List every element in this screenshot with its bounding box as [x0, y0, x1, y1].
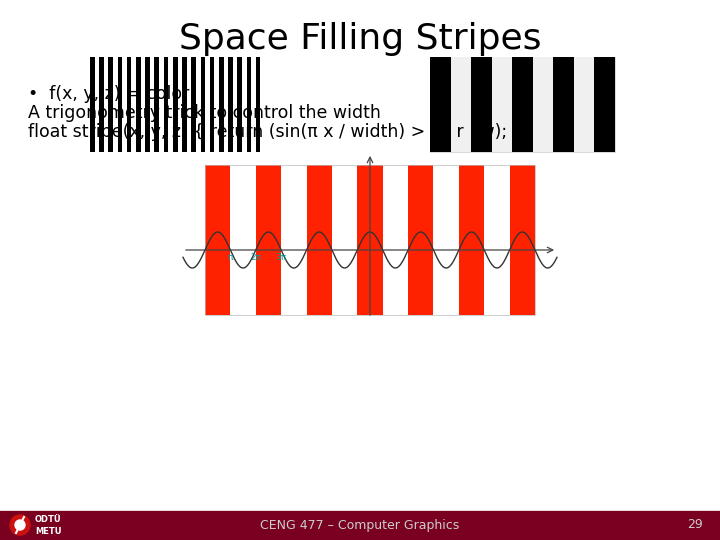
Bar: [168, 57, 173, 152]
Bar: [113, 57, 117, 152]
Bar: [201, 57, 205, 152]
Bar: [122, 57, 127, 152]
Bar: [451, 57, 471, 152]
Bar: [492, 57, 512, 152]
Text: METU: METU: [35, 526, 61, 536]
Bar: [205, 165, 230, 315]
Bar: [459, 165, 485, 315]
Bar: [228, 57, 233, 152]
Bar: [533, 57, 554, 152]
Bar: [574, 57, 595, 152]
Bar: [136, 57, 140, 152]
Bar: [554, 57, 574, 152]
Text: π: π: [228, 253, 233, 262]
Bar: [109, 57, 113, 152]
Bar: [574, 57, 595, 152]
Bar: [155, 57, 159, 152]
Bar: [0, 510, 720, 540]
Bar: [261, 57, 265, 152]
Circle shape: [10, 515, 30, 535]
Bar: [219, 57, 223, 152]
Bar: [238, 57, 242, 152]
Bar: [512, 57, 533, 152]
Bar: [132, 57, 136, 152]
Bar: [127, 57, 132, 152]
Bar: [223, 57, 228, 152]
Bar: [471, 57, 492, 152]
Bar: [205, 165, 535, 315]
Bar: [173, 57, 178, 152]
Bar: [205, 57, 210, 152]
Bar: [182, 57, 186, 152]
Bar: [104, 57, 109, 152]
Bar: [230, 165, 256, 315]
Bar: [485, 165, 510, 315]
Bar: [492, 57, 512, 152]
Bar: [595, 57, 615, 152]
Bar: [163, 57, 168, 152]
Bar: [357, 165, 383, 315]
Bar: [192, 57, 196, 152]
Text: float stripe(x, y, z) { return (sin(π x / width) > 0? r : w); }: float stripe(x, y, z) { return (sin(π x …: [28, 123, 523, 141]
Bar: [210, 57, 215, 152]
Bar: [233, 57, 238, 152]
Bar: [251, 57, 256, 152]
Text: 29: 29: [687, 518, 703, 531]
Bar: [196, 57, 201, 152]
Bar: [510, 165, 535, 315]
Text: CENG 477 – Computer Graphics: CENG 477 – Computer Graphics: [261, 518, 459, 531]
Bar: [451, 57, 471, 152]
Bar: [117, 57, 122, 152]
Bar: [178, 57, 182, 152]
Bar: [383, 165, 408, 315]
Text: 2π: 2π: [251, 253, 261, 262]
Bar: [430, 57, 615, 152]
Bar: [307, 165, 332, 315]
Bar: [94, 57, 99, 152]
Bar: [281, 165, 307, 315]
Bar: [433, 165, 459, 315]
Bar: [554, 57, 574, 152]
Bar: [595, 57, 615, 152]
Bar: [471, 57, 492, 152]
Text: 3π: 3π: [276, 253, 287, 262]
Bar: [512, 57, 533, 152]
Text: A trigonometry trick to control the width: A trigonometry trick to control the widt…: [28, 104, 381, 122]
Bar: [145, 57, 150, 152]
Bar: [215, 57, 219, 152]
Bar: [246, 57, 251, 152]
Bar: [256, 165, 281, 315]
Bar: [242, 57, 246, 152]
Bar: [159, 57, 163, 152]
Bar: [99, 57, 104, 152]
Bar: [150, 57, 155, 152]
Text: •  f(x, y, z) = color: • f(x, y, z) = color: [28, 85, 189, 103]
Bar: [408, 165, 433, 315]
Bar: [186, 57, 192, 152]
Bar: [140, 57, 145, 152]
Circle shape: [15, 520, 25, 530]
Bar: [430, 57, 451, 152]
Bar: [430, 57, 451, 152]
Text: ODTÜ: ODTÜ: [35, 515, 62, 523]
Bar: [533, 57, 554, 152]
Bar: [332, 165, 357, 315]
Bar: [256, 57, 261, 152]
Text: Space Filling Stripes: Space Filling Stripes: [179, 22, 541, 56]
Bar: [90, 57, 94, 152]
